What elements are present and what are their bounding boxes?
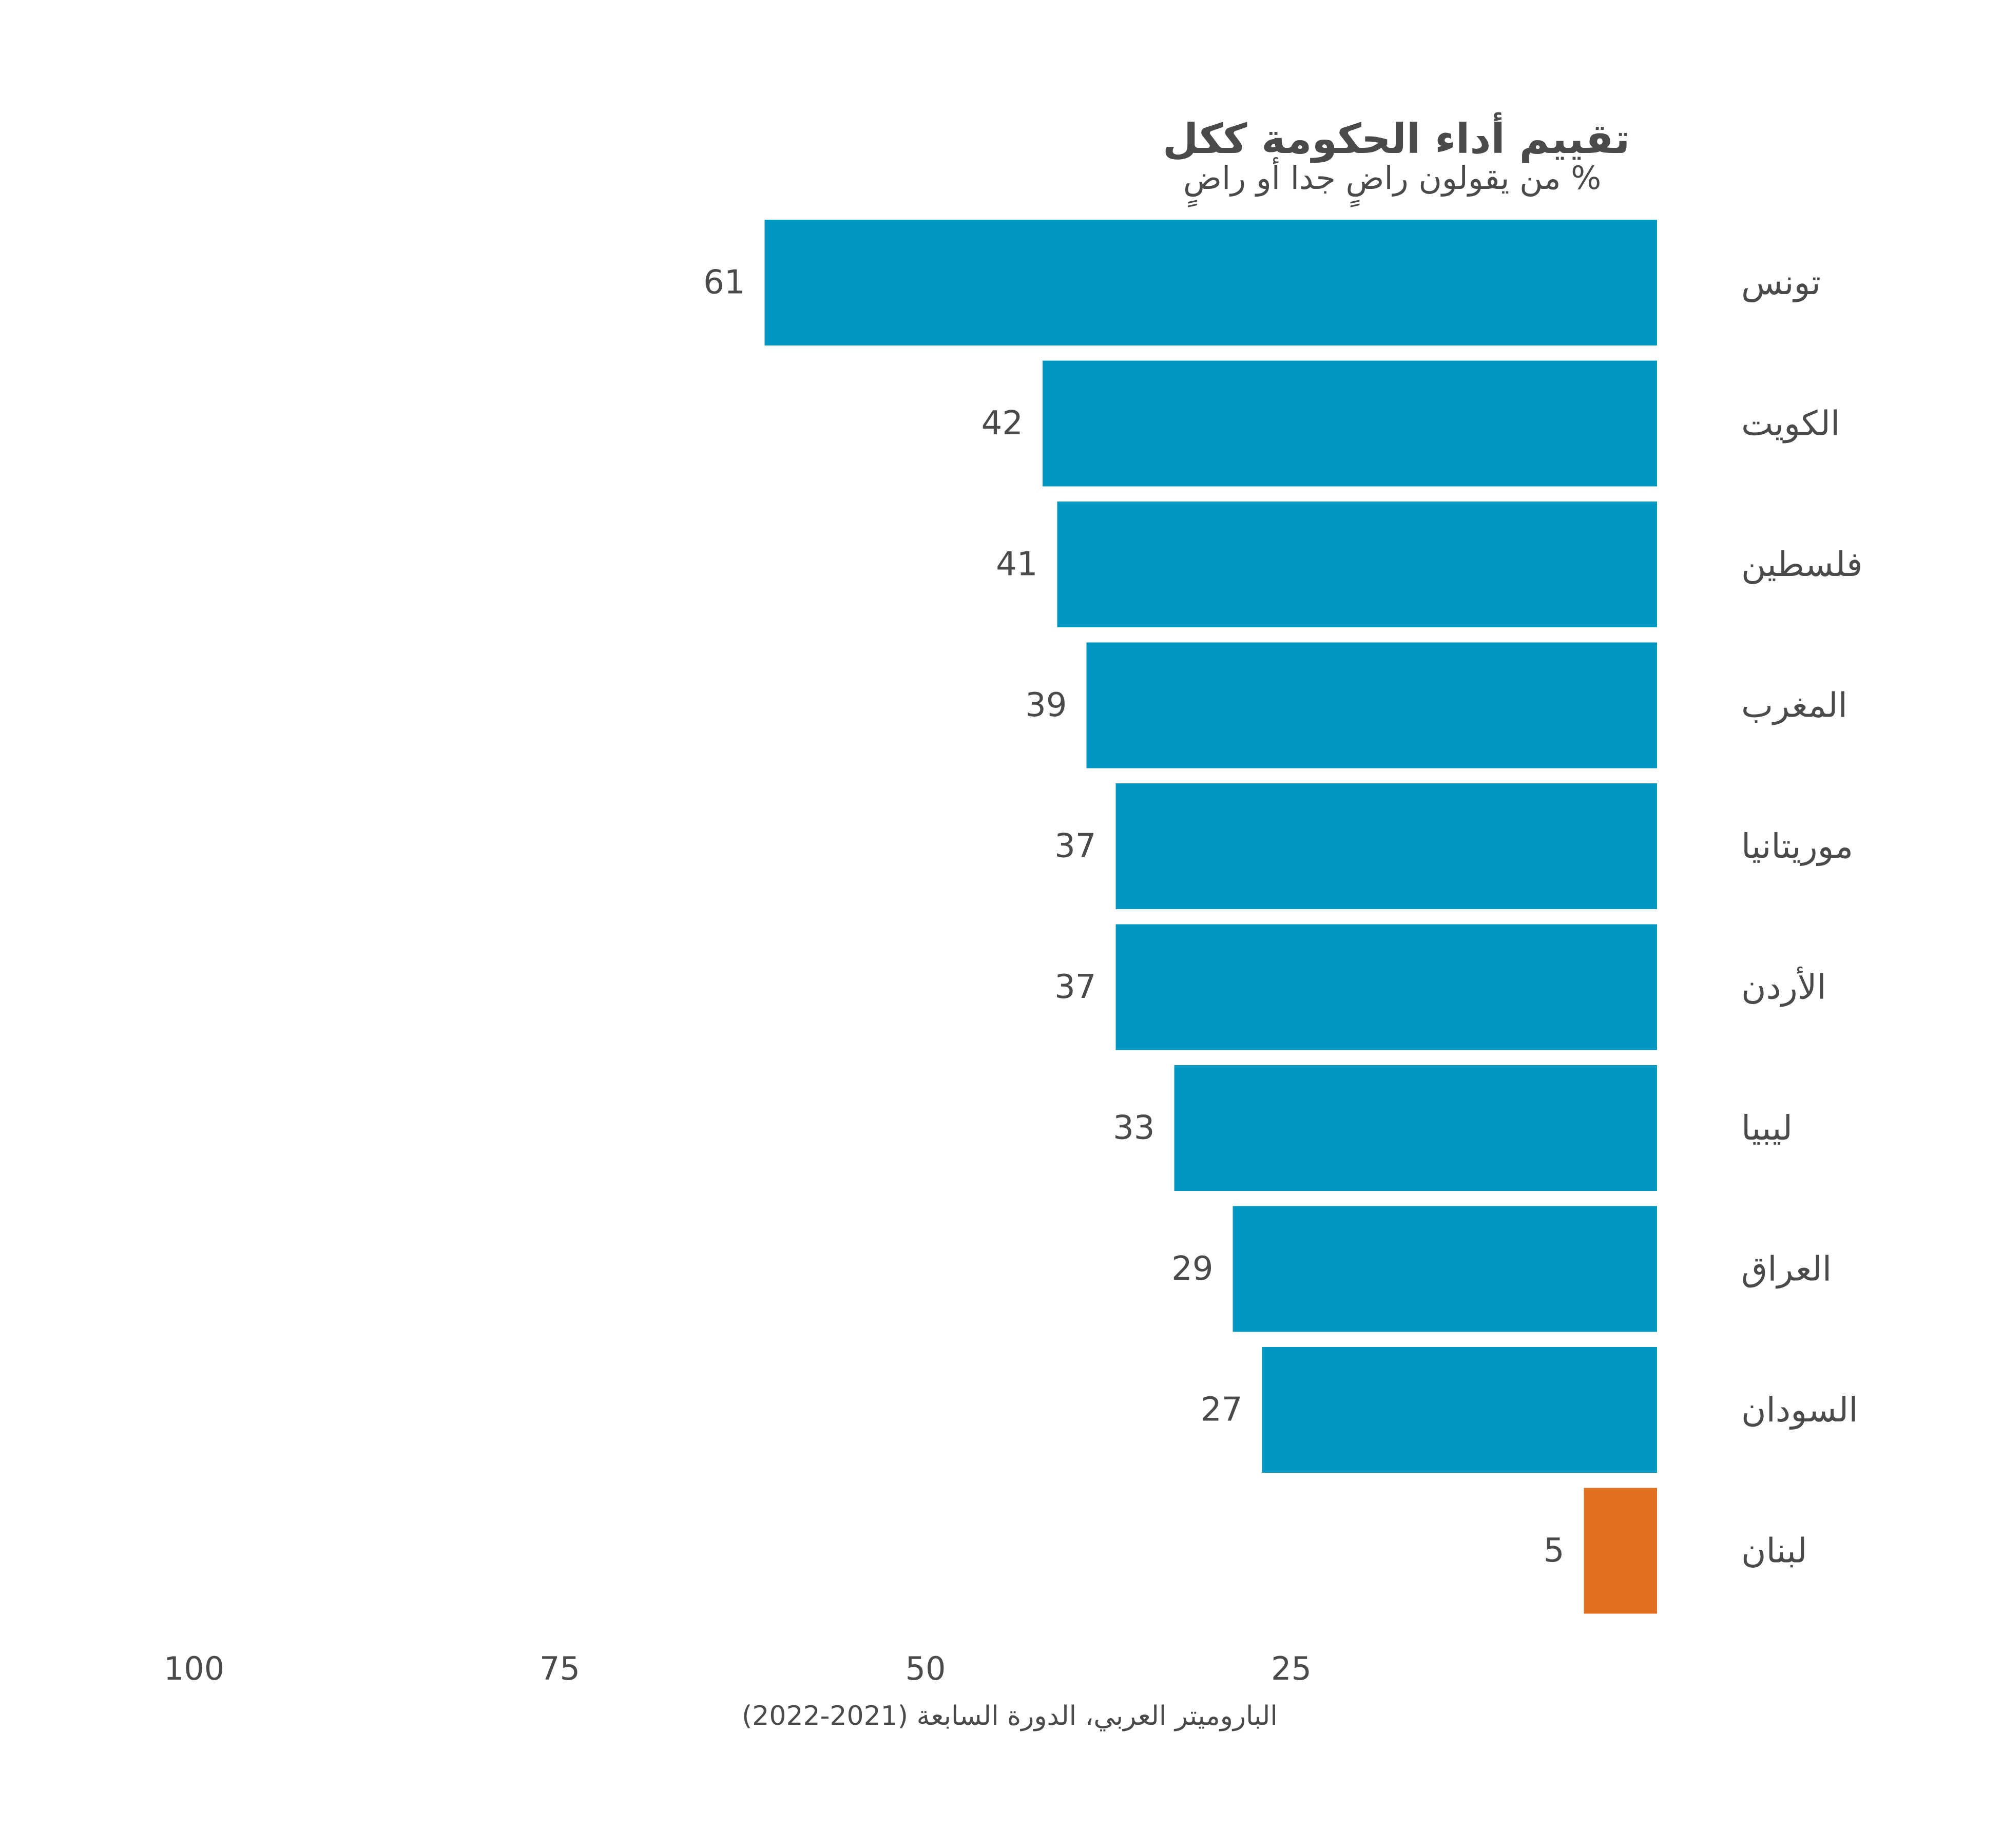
category-labels-group: تونس الكويت فلسطين المغرب موريتانيا الأردن ليب… (1741, 263, 1863, 1571)
x-tick-label: 25 (1271, 1650, 1312, 1687)
bar (1174, 1065, 1657, 1191)
value-label: 33 (1113, 1109, 1154, 1147)
bar (1086, 642, 1657, 768)
category-label: فلسطين (1741, 545, 1863, 584)
category-label: ليبيا (1741, 1108, 1793, 1148)
value-labels-group: 61 42 41 39 37 37 33 29 27 5 (703, 264, 1564, 1570)
category-label: السودان (1741, 1390, 1858, 1430)
bar (1057, 502, 1657, 627)
value-label: 37 (1054, 968, 1096, 1006)
value-label: 37 (1054, 827, 1096, 865)
bar (1115, 783, 1657, 909)
bar (1262, 1347, 1657, 1473)
bar (1584, 1488, 1657, 1614)
x-tick-label: 50 (906, 1650, 946, 1687)
bar (1115, 924, 1657, 1050)
value-label: 27 (1201, 1391, 1242, 1429)
category-label: لبنان (1741, 1531, 1807, 1571)
x-tick-label: 100 (164, 1650, 224, 1687)
value-label: 39 (1025, 686, 1067, 724)
category-label: المغرب (1741, 686, 1847, 725)
bar (1043, 360, 1657, 487)
category-label: العراق (1741, 1249, 1832, 1289)
bar (1233, 1206, 1657, 1332)
bars-group (764, 220, 1657, 1614)
chart-subtitle: % من يقولون راضٍ جدا أو راضٍ (1183, 157, 1601, 207)
category-label: تونس (1741, 263, 1821, 302)
value-label: 41 (996, 546, 1037, 584)
source-note: الباروميتر العربي، الدورة السابعة (2021-… (742, 1701, 1278, 1731)
value-label: 61 (703, 264, 745, 302)
category-label: موريتانيا (1741, 826, 1853, 866)
value-label: 5 (1544, 1532, 1565, 1570)
x-axis-ticks: 100 75 50 25 (164, 1650, 1312, 1687)
value-label: 29 (1171, 1250, 1213, 1288)
category-label: الكويت (1741, 404, 1840, 444)
bar (764, 220, 1657, 345)
chart-title: تقييم أداء الحكومة ككل (1163, 112, 1630, 163)
x-tick-label: 75 (540, 1650, 580, 1687)
value-label: 42 (981, 405, 1023, 442)
category-label: الأردن (1741, 966, 1826, 1007)
